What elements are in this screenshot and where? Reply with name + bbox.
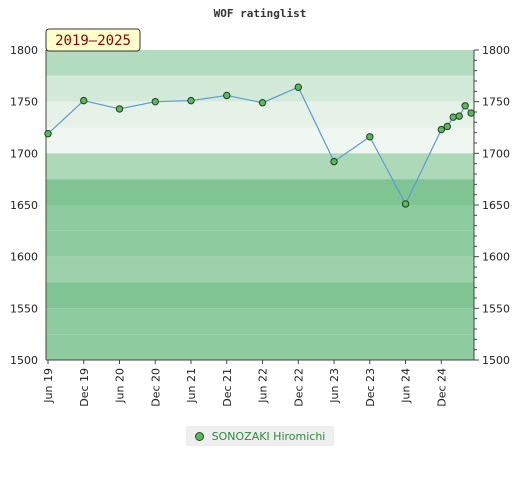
- rating-chart: WOF ratinglist Jun 19 Dec 19 Jun 20 Dec 20 J…: [10, 7, 510, 407]
- data-point: [330, 157, 338, 166]
- y-tick-label-right: 1700: [482, 147, 510, 160]
- x-tick-label: Jun 19: [42, 368, 55, 404]
- y-tick-label-right: 1800: [482, 44, 510, 57]
- data-point: [449, 113, 457, 121]
- rating-band: [46, 256, 474, 283]
- y-tick-label-left: 1550: [10, 302, 38, 315]
- rating-band: [46, 179, 474, 205]
- series-layer: [44, 83, 475, 208]
- data-point: [467, 109, 475, 117]
- rating-band: [46, 205, 474, 231]
- y-tick-label-right: 1500: [482, 354, 510, 367]
- data-point: [223, 91, 231, 100]
- rating-band: [46, 101, 474, 128]
- legend-label: SONOZAKI Hiromichi: [211, 429, 326, 443]
- x-tick-label: Dec 23: [364, 368, 377, 407]
- y-tick-label-right: 1650: [482, 199, 510, 212]
- data-point: [437, 125, 446, 134]
- data-point: [455, 112, 463, 120]
- y-tick-label-left: 1600: [10, 251, 38, 264]
- data-point: [44, 130, 52, 138]
- x-tick-labels: Jun 19 Dec 19 Jun 20 Dec 20 Jun 21 Dec 21 Jun …: [42, 368, 448, 407]
- rating-band: [46, 334, 474, 360]
- x-tick-label: Jun 21: [185, 368, 198, 404]
- y-tick-label-right: 1550: [482, 302, 510, 315]
- x-tick-label: Jun 23: [328, 368, 341, 404]
- legend: SONOZAKI Hiromichi: [186, 426, 334, 446]
- y-tick-label-left: 1700: [10, 147, 38, 160]
- x-tick-label: Dec 21: [221, 368, 234, 407]
- y-tick-label-left: 1650: [10, 199, 38, 212]
- y-tick-label-right: 1750: [482, 96, 510, 109]
- rating-band: [46, 282, 474, 309]
- data-point: [461, 102, 469, 110]
- y-tick-label-left: 1500: [10, 354, 38, 367]
- rating-band: [46, 230, 474, 257]
- rating-band: [46, 50, 474, 76]
- legend-marker: [194, 431, 204, 441]
- data-point: [80, 96, 88, 105]
- x-tick-label: Jun 20: [114, 368, 127, 404]
- x-tick-label: Dec 24: [435, 368, 448, 407]
- y-tick-label-right: 1600: [482, 251, 510, 264]
- rating-band: [46, 127, 474, 154]
- x-tick-label: Dec 20: [149, 368, 162, 407]
- rating-band: [46, 153, 474, 180]
- y-tick-label-left: 1800: [10, 44, 38, 57]
- rating-band: [46, 75, 474, 102]
- data-point: [258, 99, 267, 107]
- x-tick-label: Jun 22: [257, 368, 270, 404]
- data-point: [187, 96, 195, 105]
- rating-band: [46, 308, 474, 335]
- rating-bands: [46, 50, 474, 360]
- data-point: [401, 200, 410, 208]
- chart-title: WOF ratinglist: [214, 7, 307, 20]
- data-point: [443, 122, 451, 131]
- y-tick-label-left: 1750: [10, 96, 38, 109]
- data-point: [115, 105, 124, 113]
- data-point: [151, 97, 159, 106]
- period-label-box: 2019–2025: [45, 28, 141, 52]
- x-tick-label: Jun 24: [400, 368, 413, 404]
- y-tick-labels: 1500 1500 1550 1550 1600 1600 1650 1650 1700 1700…: [10, 44, 510, 367]
- period-label: 2019–2025: [55, 33, 131, 49]
- axes: [45, 49, 479, 364]
- period-label-background: [45, 28, 141, 52]
- data-point: [366, 133, 374, 141]
- x-tick-label: Dec 19: [78, 368, 91, 407]
- data-point: [294, 83, 302, 91]
- x-tick-label: Dec 22: [292, 368, 305, 407]
